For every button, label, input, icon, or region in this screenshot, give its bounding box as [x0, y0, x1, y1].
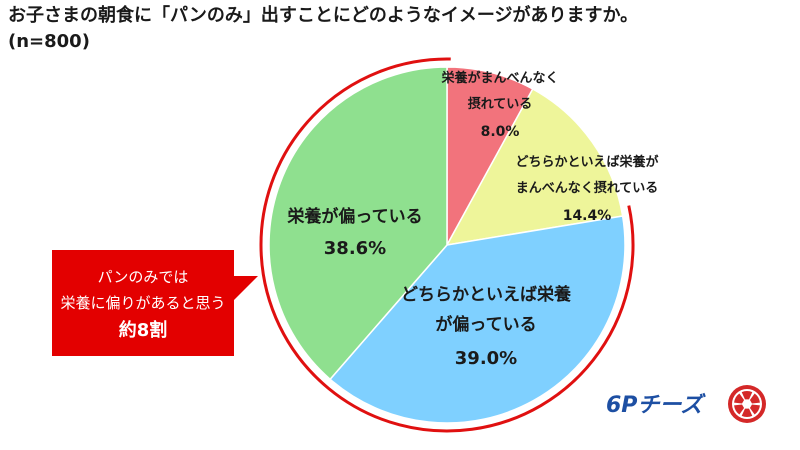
slice-label: どちらかといえば栄養が [515, 154, 658, 170]
slice-value-label: 14.4% [563, 208, 612, 224]
pie-slice [445, 87, 624, 246]
slice-label: 栄養が偏っている [286, 206, 422, 227]
slice-label: まんべんなく摂れている [516, 180, 659, 196]
cheese-wheel-icon [728, 385, 766, 423]
cheese-wedge [734, 393, 745, 404]
brand-logo: 6Pチーズ [606, 385, 766, 423]
slice-label: 栄養がまんべんなく [440, 70, 558, 86]
pie-slice [268, 66, 448, 381]
cheese-wedge [741, 391, 753, 400]
highlight-ring [259, 57, 635, 433]
slice-value-label: 39.0% [455, 348, 517, 369]
slice-value-label: 8.0% [481, 124, 520, 140]
cheese-wedge [741, 408, 753, 417]
chart-title: お子さまの朝食に「パンのみ」出すことにどのようなイメージがありますか。 [8, 5, 639, 26]
slice-label: 摂れている [468, 96, 533, 112]
pie-slice [329, 215, 626, 424]
slice-value-label: 38.6% [324, 238, 386, 259]
cheese-wedge [749, 404, 760, 415]
cheese-wedge [734, 404, 745, 415]
pie-slice [446, 66, 534, 246]
logo-text: 6Pチーズ [606, 392, 706, 418]
slice-label: が偏っている [435, 314, 536, 335]
cheese-wedge [749, 393, 760, 404]
sample-size: (n=800) [8, 31, 90, 52]
slice-label: どちらかといえば栄養 [401, 284, 571, 305]
